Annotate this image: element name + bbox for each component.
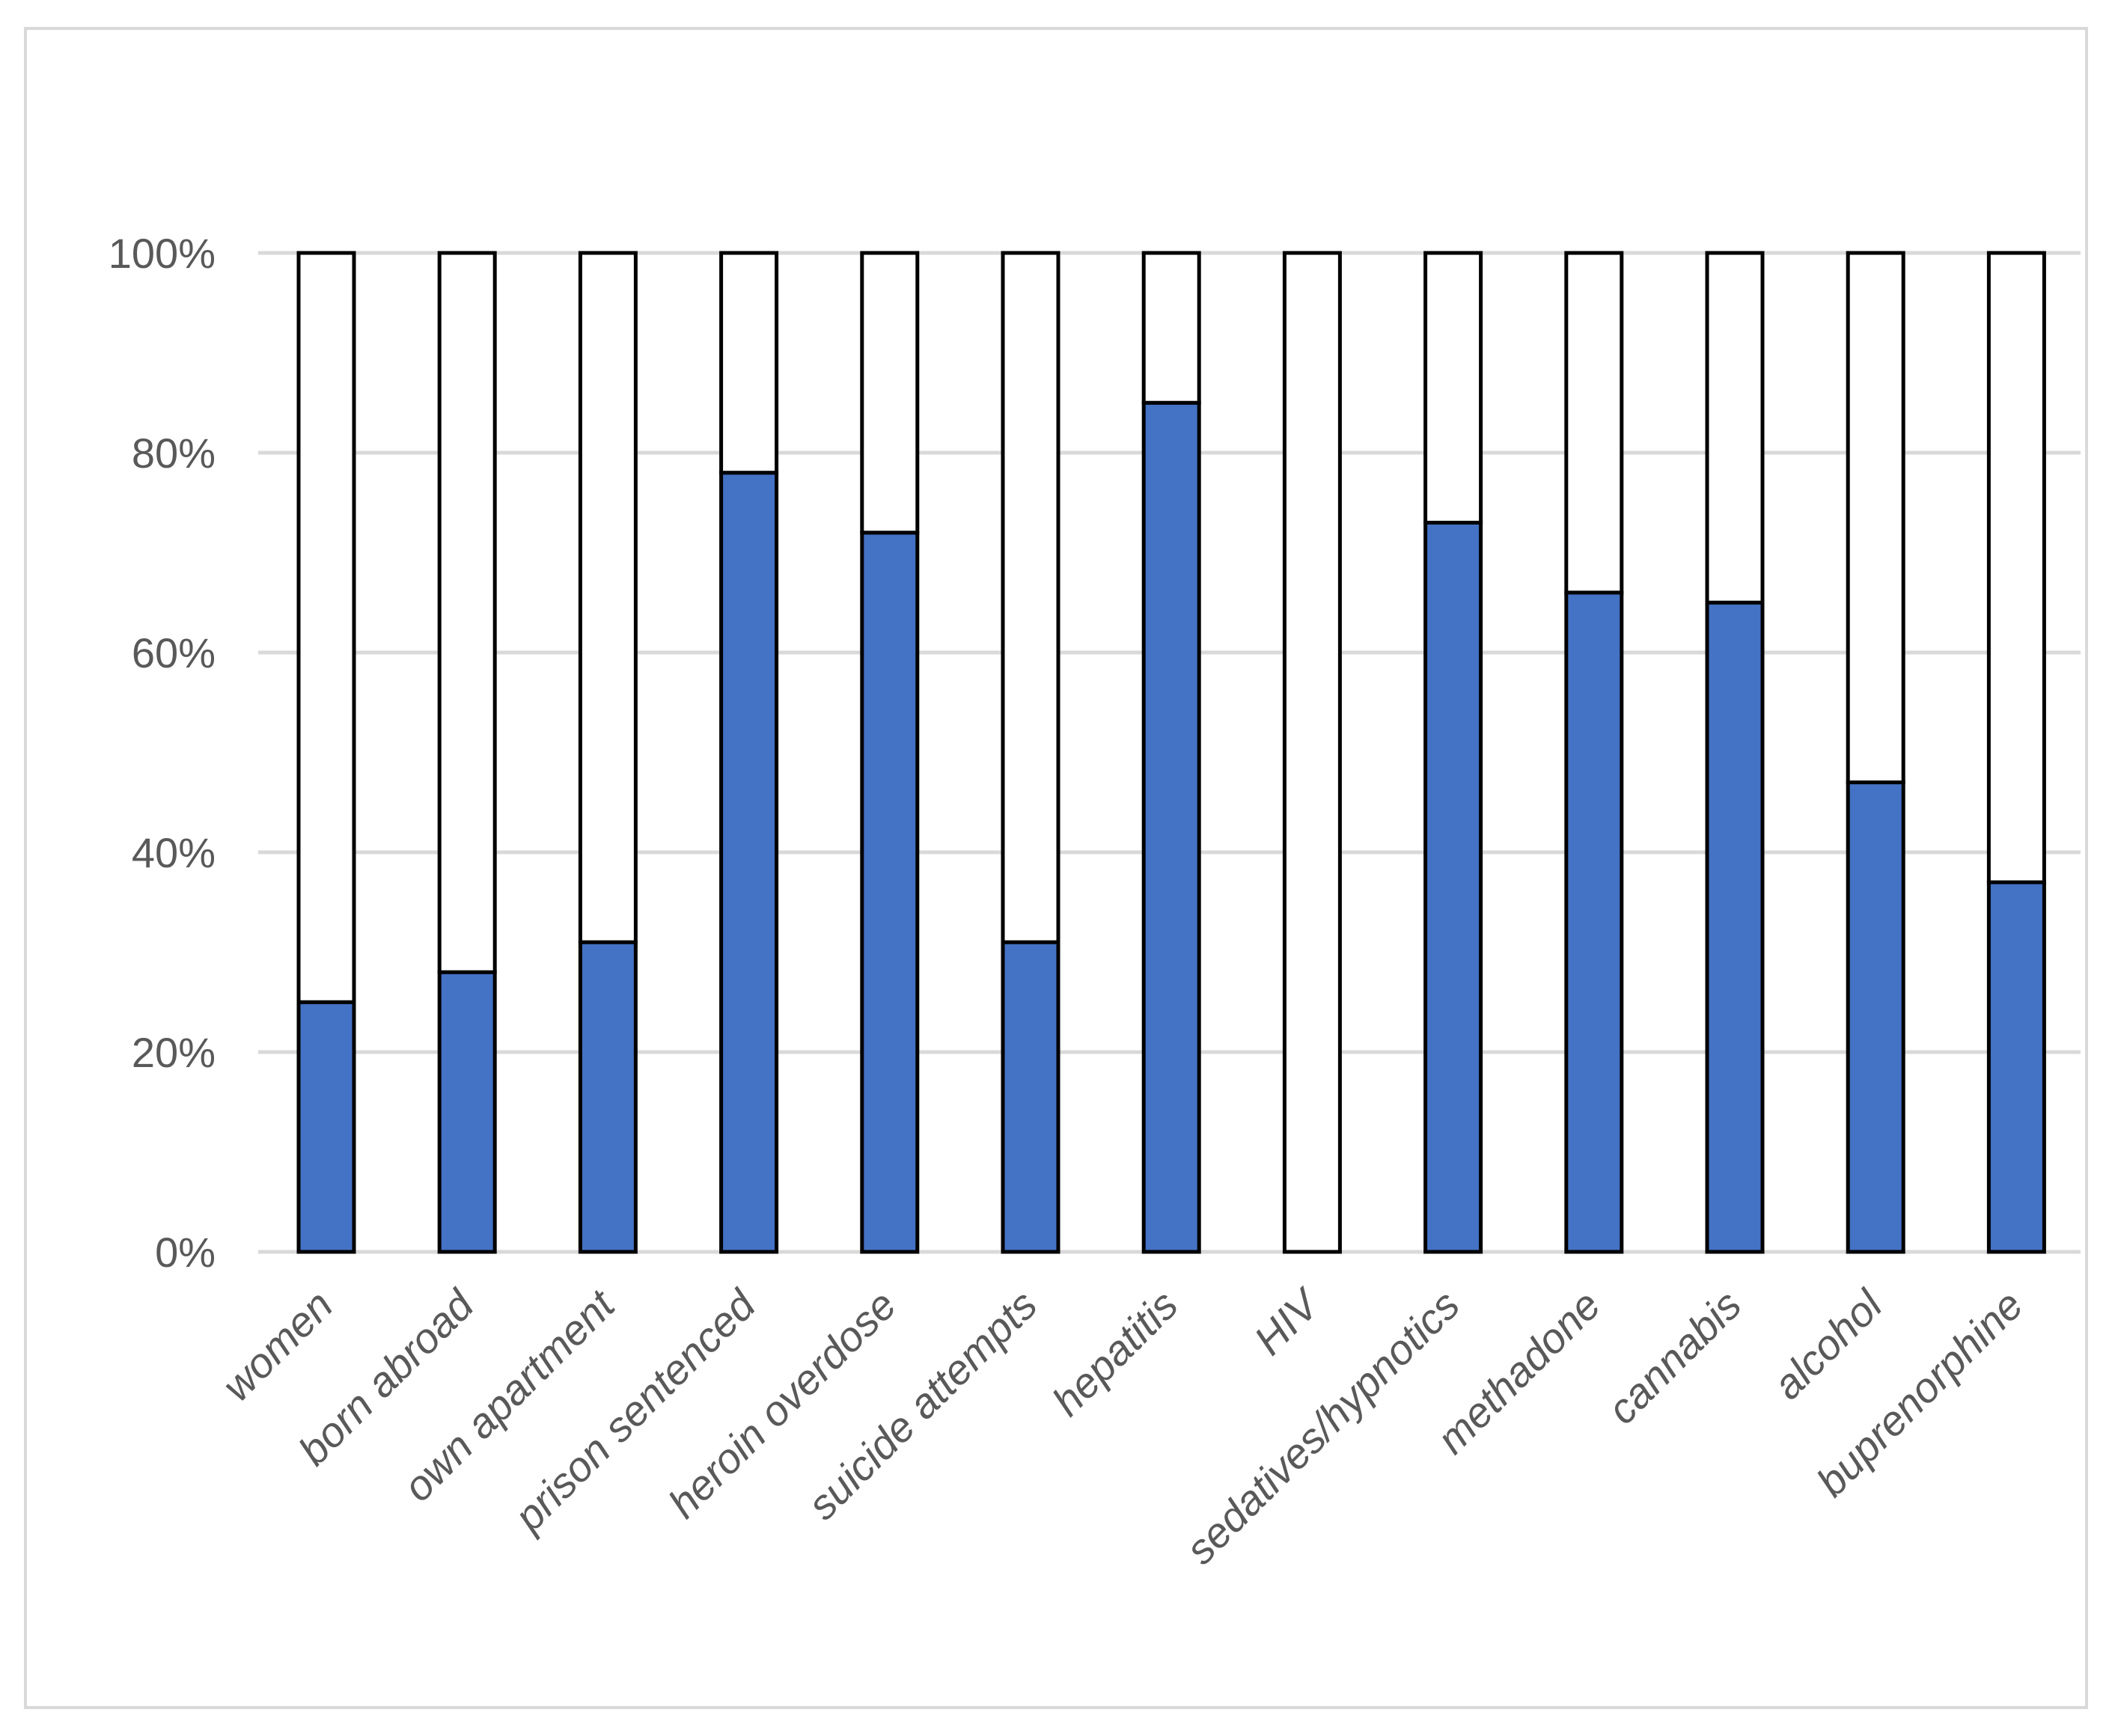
bar-filled-9: [1564, 590, 1624, 1254]
bar-remainder-4: [860, 251, 920, 535]
bar-filled-2: [578, 940, 638, 1254]
bars: [296, 251, 2046, 1254]
y-tick-label: 40%: [132, 829, 216, 876]
y-tick-label: 0%: [155, 1229, 216, 1276]
x-category-label: prison sentenced: [504, 1280, 766, 1541]
bar-remainder-1: [437, 251, 497, 974]
bar-remainder-8: [1423, 251, 1483, 525]
bar-filled-8: [1423, 520, 1483, 1254]
bar-remainder-6: [1141, 251, 1201, 405]
y-tick-label: 20%: [132, 1029, 216, 1076]
y-axis-tick-labels: 0% 20% 40% 60% 80% 100%: [109, 230, 216, 1276]
bar-filled-5: [1001, 940, 1060, 1254]
y-tick-label: 100%: [109, 230, 216, 277]
bar-remainder-10: [1705, 251, 1765, 605]
bar-filled-4: [860, 531, 920, 1254]
bar-remainder-7: [1282, 251, 1342, 1254]
bar-remainder-5: [1001, 251, 1060, 944]
x-category-label: cannabis: [1598, 1281, 1750, 1433]
bar-filled-10: [1705, 600, 1765, 1254]
bar-remainder-2: [578, 251, 638, 944]
bar-filled-11: [1846, 780, 1905, 1254]
bar-filled-12: [1986, 880, 2046, 1254]
bar-filled-3: [719, 471, 779, 1254]
bar-remainder-11: [1846, 251, 1905, 785]
bar-remainder-3: [719, 251, 779, 475]
bar-filled-0: [296, 1000, 356, 1254]
y-tick-label: 80%: [132, 430, 216, 477]
y-tick-label: 60%: [132, 629, 216, 676]
bar-remainder-0: [296, 251, 356, 1004]
x-category-label: women: [213, 1281, 341, 1410]
x-category-label: sedatives/hypnotics: [1176, 1281, 1468, 1573]
x-category-label: alcohol: [1764, 1280, 1892, 1408]
x-category-label: HIV: [1245, 1279, 1330, 1364]
bar-filled-6: [1141, 400, 1201, 1254]
bar-remainder-9: [1564, 251, 1624, 595]
bar-filled-1: [437, 970, 497, 1254]
bar-remainder-12: [1986, 251, 2046, 884]
x-category-label: hepatitis: [1043, 1281, 1187, 1425]
